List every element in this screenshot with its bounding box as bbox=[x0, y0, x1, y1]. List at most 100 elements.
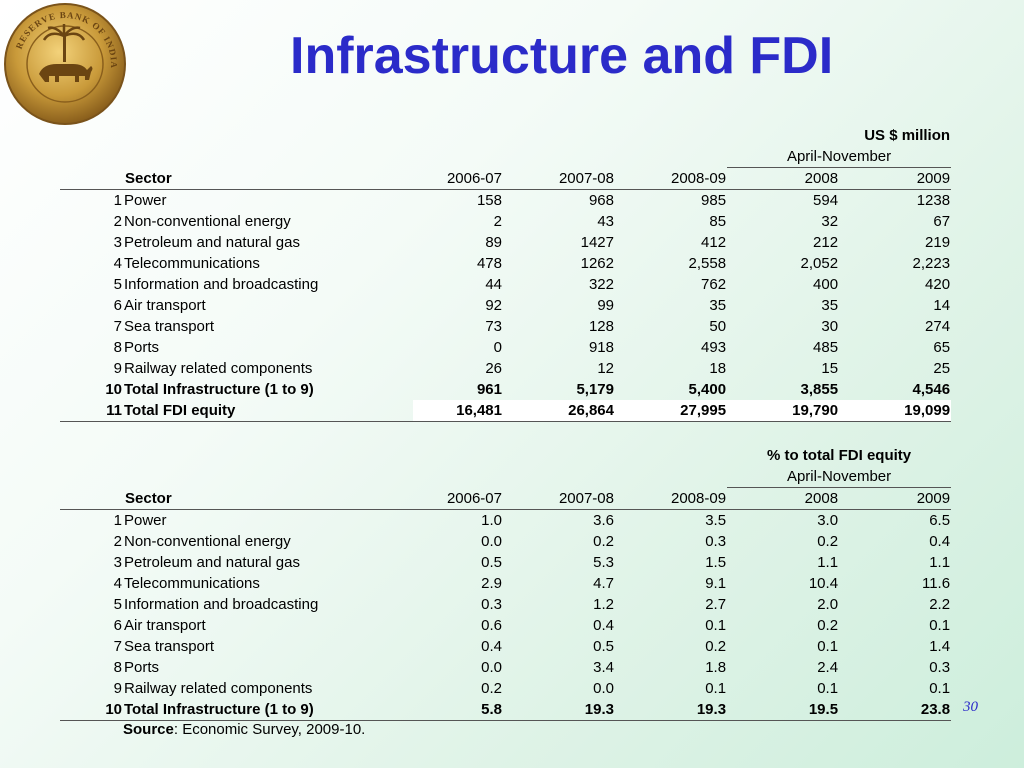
value-cell: 0.6 bbox=[481, 617, 502, 634]
table-row: 4 Telecommunications 2.9 4.7 9.1 10.4 11.6 bbox=[60, 573, 951, 594]
sector-name: Air transport bbox=[124, 617, 206, 634]
row-index: 10 bbox=[60, 699, 123, 721]
value-cell: 158 bbox=[476, 192, 502, 209]
table-row: 5 Information and broadcasting 0.3 1.2 2.7 2.… bbox=[60, 594, 951, 615]
value-cell: 26 bbox=[485, 360, 502, 377]
row-index: 3 bbox=[113, 554, 122, 571]
unit-label: US $ million bbox=[864, 127, 951, 144]
unit-label: % to total FDI equity bbox=[766, 447, 912, 464]
value-cell: 1262 bbox=[580, 255, 614, 272]
row-index: 2 bbox=[113, 213, 122, 230]
table-row: 2 Non-conventional energy 0.0 0.2 0.3 0.2 0.4 bbox=[60, 531, 951, 552]
value-cell: 85 bbox=[709, 213, 727, 230]
value-cell: 0.3 bbox=[705, 533, 727, 550]
row-index: 9 bbox=[113, 680, 122, 697]
sector-name: Non-conventional energy bbox=[124, 213, 291, 230]
value-cell: 35 bbox=[821, 297, 839, 314]
table-row: 4 Telecommunications 478 1262 2,558 2,052 2,22… bbox=[60, 253, 951, 274]
value-cell: 2.2 bbox=[929, 596, 951, 613]
value-cell: 99 bbox=[597, 297, 614, 314]
value-cell: 3.5 bbox=[705, 512, 727, 529]
value-cell: 2 bbox=[493, 213, 502, 230]
table-row: 11 Total FDI equity 16,481 26,864 27,995 19,7… bbox=[60, 400, 952, 422]
column-header: 2009 bbox=[839, 167, 952, 190]
value-cell: 0.2 bbox=[817, 533, 839, 550]
table-row: 8 Ports 0 918 493 485 65 bbox=[60, 337, 951, 358]
row-index: 11 bbox=[60, 400, 123, 422]
table-row: 7 Sea transport 0.4 0.5 0.2 0.1 1.4 bbox=[60, 636, 951, 657]
value-cell: 0.5 bbox=[593, 638, 614, 655]
row-index: 5 bbox=[113, 276, 122, 293]
value-cell: 274 bbox=[925, 318, 951, 335]
value-cell: 1.2 bbox=[593, 596, 614, 613]
value-cell: 2,223 bbox=[912, 255, 951, 272]
fdi-infrastructure-percent-table: % to total FDI equity April-November Sec… bbox=[60, 445, 952, 721]
value-cell: 12 bbox=[597, 360, 614, 377]
value-cell: 0.1 bbox=[817, 638, 839, 655]
table-row: 1 Power 1.0 3.6 3.5 3.0 6.5 bbox=[60, 510, 951, 532]
column-header: 2008 bbox=[727, 167, 840, 190]
value-cell: 73 bbox=[485, 318, 502, 335]
value-cell: 44 bbox=[485, 276, 502, 293]
column-header: 2008-09 bbox=[615, 487, 728, 510]
column-header-sector: Sector bbox=[123, 487, 413, 510]
spacer bbox=[60, 487, 123, 510]
value-cell: 5.8 bbox=[413, 699, 503, 721]
value-cell: 2.4 bbox=[817, 659, 839, 676]
row-index: 4 bbox=[113, 575, 122, 592]
value-cell: 219 bbox=[925, 234, 951, 251]
value-cell: 1238 bbox=[916, 192, 951, 209]
sector-name: Telecommunications bbox=[124, 575, 260, 592]
source-note: Source: Economic Survey, 2009-10. bbox=[123, 721, 365, 738]
value-cell: 32 bbox=[821, 213, 839, 230]
sector-name: Non-conventional energy bbox=[124, 533, 291, 550]
column-header: 2006-07 bbox=[413, 167, 503, 190]
sector-name: Total Infrastructure (1 to 9) bbox=[124, 381, 314, 398]
value-cell: 0.2 bbox=[705, 638, 727, 655]
row-index: 1 bbox=[113, 192, 122, 209]
value-cell: 5,400 bbox=[688, 381, 727, 398]
value-cell: 1427 bbox=[580, 234, 614, 251]
value-cell: 67 bbox=[933, 213, 951, 230]
row-index: 8 bbox=[113, 339, 122, 356]
row-index: 5 bbox=[113, 596, 122, 613]
sector-name: Sea transport bbox=[124, 638, 215, 655]
value-cell: 762 bbox=[701, 276, 727, 293]
spacer bbox=[60, 167, 123, 190]
sector-name: Power bbox=[124, 512, 167, 529]
value-cell: 3.6 bbox=[593, 512, 614, 529]
value-cell: 19.3 bbox=[503, 699, 615, 721]
value-cell: 19.3 bbox=[615, 699, 728, 721]
value-cell: 2.0 bbox=[817, 596, 839, 613]
sector-name: Petroleum and natural gas bbox=[124, 234, 300, 251]
value-cell: 89 bbox=[485, 234, 502, 251]
table-row: 6 Air transport 0.6 0.4 0.1 0.2 0.1 bbox=[60, 615, 951, 636]
value-cell: 1.1 bbox=[929, 554, 951, 571]
value-cell: 400 bbox=[813, 276, 839, 293]
table-row: 3 Petroleum and natural gas 0.5 5.3 1.5 1.1 1.… bbox=[60, 552, 951, 573]
value-cell: 4,546 bbox=[912, 381, 951, 398]
sector-name: Railway related components bbox=[124, 360, 313, 377]
value-cell: 961 bbox=[476, 381, 502, 398]
row-index: 6 bbox=[113, 617, 122, 634]
value-cell: 0.0 bbox=[481, 659, 502, 676]
column-header: 2007-08 bbox=[503, 167, 615, 190]
value-cell: 14 bbox=[933, 297, 951, 314]
table-body: 1 Power 158 968 985 594 1238 2 Non-conventional … bbox=[60, 190, 952, 422]
value-cell: 1.5 bbox=[705, 554, 727, 571]
value-cell: 0.4 bbox=[481, 638, 502, 655]
row-index: 10 bbox=[105, 381, 122, 398]
value-cell: 0.1 bbox=[817, 680, 839, 697]
value-cell: 2.9 bbox=[481, 575, 502, 592]
table-row: 7 Sea transport 73 128 50 30 274 bbox=[60, 316, 951, 337]
value-cell: 0.1 bbox=[929, 617, 951, 634]
value-cell: 9.1 bbox=[705, 575, 727, 592]
table-row: 3 Petroleum and natural gas 89 1427 412 212 21… bbox=[60, 232, 951, 253]
table-header-row: Sector 2006-07 2007-08 2008-09 2008 2009 bbox=[60, 487, 952, 510]
row-index: 9 bbox=[113, 360, 122, 377]
sector-name: Railway related components bbox=[124, 680, 313, 697]
value-cell: 16,481 bbox=[413, 400, 503, 422]
value-cell: 0.5 bbox=[481, 554, 502, 571]
value-cell: 43 bbox=[597, 213, 614, 230]
value-cell: 0 bbox=[493, 339, 502, 356]
